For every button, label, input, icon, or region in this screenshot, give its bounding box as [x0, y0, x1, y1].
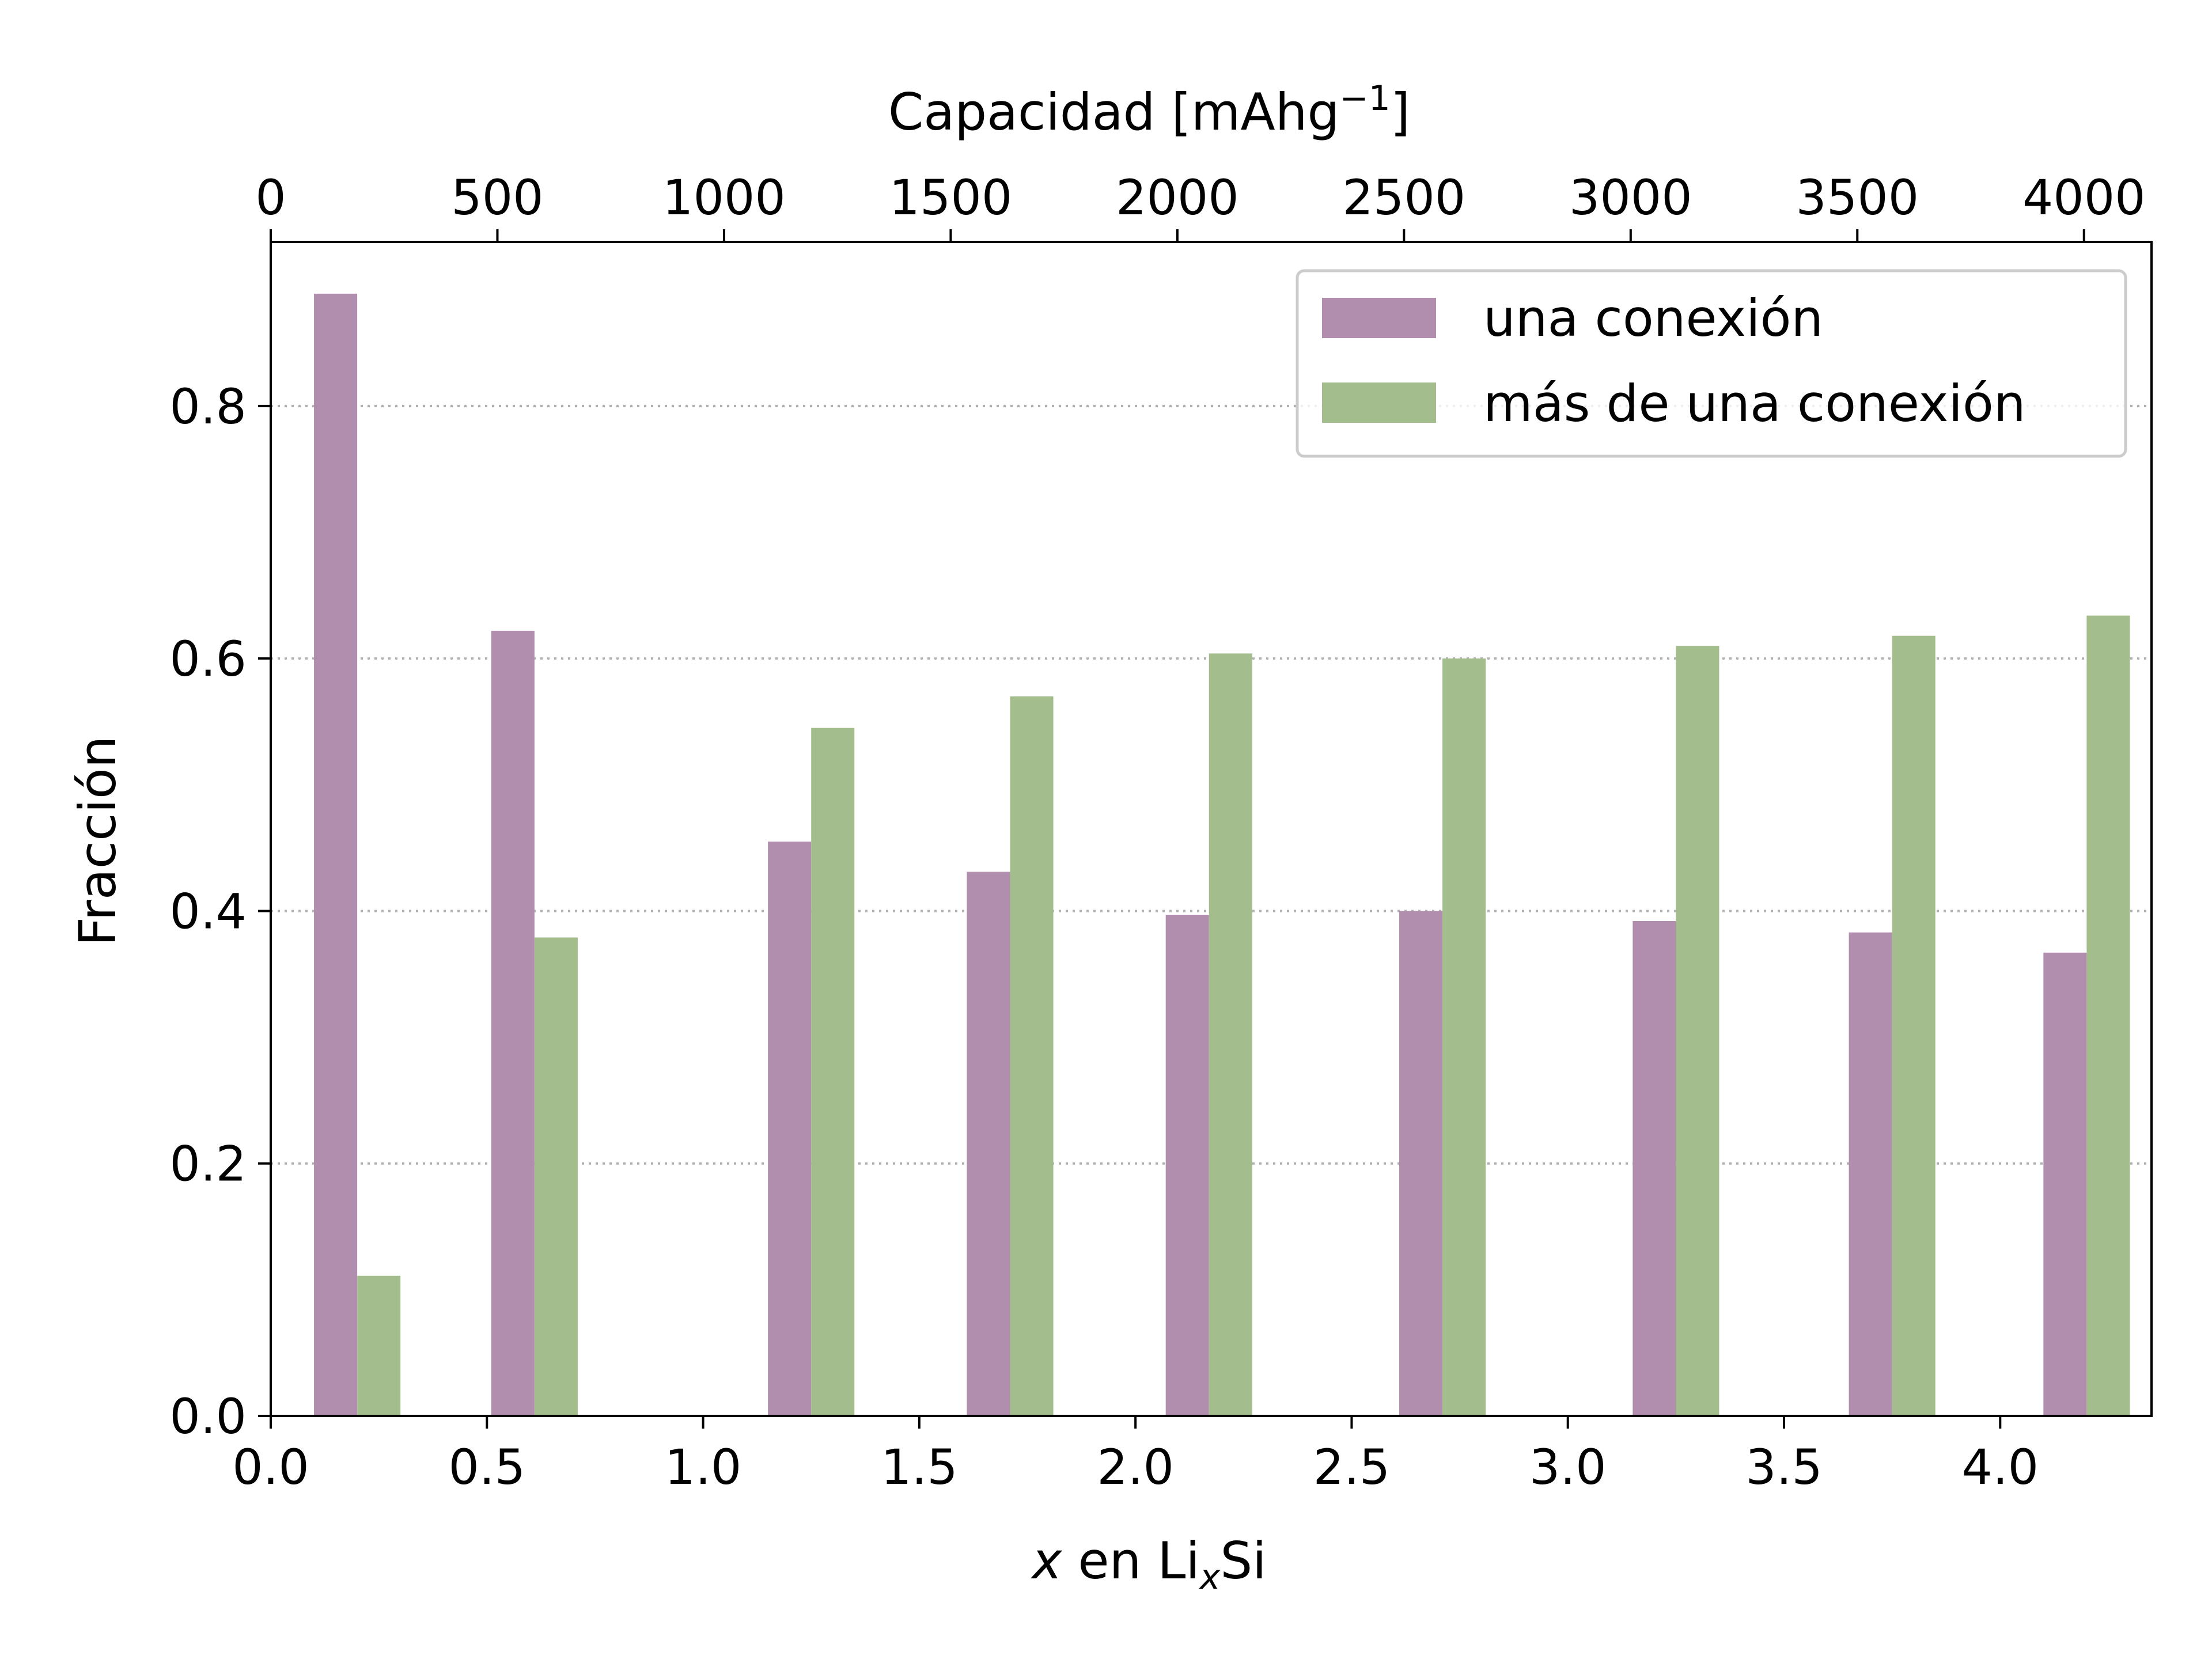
y-axis: 0.0 0.2 0.4 0.6 0.8	[169, 378, 271, 1445]
bar-una-conexion	[314, 293, 358, 1416]
legend-box	[1296, 269, 2127, 458]
x-tick-label: 3.0	[1529, 1439, 1607, 1495]
plot-frame	[270, 241, 2153, 1417]
top-x-tick-label: 3000	[1569, 169, 1692, 226]
legend: una conexión más de una conexión	[1296, 269, 2127, 458]
bar-una-conexion	[2043, 952, 2087, 1416]
bars	[314, 293, 2130, 1416]
top-x-tick-label: 2000	[1116, 169, 1239, 226]
top-x-axis-label-sup: −1	[1339, 78, 1390, 119]
y-tick-label: 0.8	[169, 378, 247, 435]
bar-mas-de-una-conexion	[534, 937, 578, 1416]
legend-label-mas-de-una-conexion: más de una conexión	[1483, 374, 2026, 433]
bar-mas-de-una-conexion	[1892, 635, 1936, 1416]
y-tick-label: 0.2	[169, 1136, 247, 1192]
x-axis-label-var: x	[1030, 1531, 1062, 1590]
bar-una-conexion	[768, 841, 812, 1416]
top-x-axis-label: Capacidad [mAhg−1]	[888, 78, 1410, 142]
legend-label-una-conexion: una conexión	[1483, 289, 1823, 348]
x-tick-label: 2.0	[1097, 1439, 1174, 1495]
bar-mas-de-una-conexion	[1209, 653, 1252, 1416]
x-tick-label: 0.0	[232, 1439, 309, 1495]
bar-una-conexion	[967, 872, 1010, 1416]
bar-una-conexion	[491, 630, 535, 1416]
x-tick-label: 2.5	[1313, 1439, 1391, 1495]
bar-mas-de-una-conexion	[1010, 696, 1054, 1416]
bar-mas-de-una-conexion	[1442, 658, 1486, 1416]
y-tick-label: 0.0	[169, 1388, 247, 1445]
bar-mas-de-una-conexion	[357, 1275, 401, 1416]
x-tick-label: 1.5	[881, 1439, 958, 1495]
legend-swatch-una-conexion	[1322, 298, 1436, 338]
top-x-tick-label: 0	[255, 169, 286, 226]
top-x-tick-label: 1500	[889, 169, 1013, 226]
x-axis-label-sub: x	[1199, 1557, 1221, 1597]
x-tick-label: 3.5	[1745, 1439, 1823, 1495]
bar-mas-de-una-conexion	[811, 728, 855, 1416]
x-tick-label: 4.0	[1962, 1439, 2039, 1495]
bar-una-conexion	[1849, 932, 1892, 1416]
y-tick-label: 0.6	[169, 631, 247, 687]
bar-mas-de-una-conexion	[1676, 646, 1719, 1416]
top-x-tick-label: 1000	[662, 169, 786, 226]
bar-mas-de-una-conexion	[2086, 615, 2130, 1416]
bar-una-conexion	[1165, 915, 1209, 1416]
x-tick-label: 1.0	[665, 1439, 742, 1495]
top-x-tick-label: 500	[451, 169, 543, 226]
bar-una-conexion	[1399, 911, 1443, 1416]
legend-swatch-mas-de-una-conexion	[1322, 382, 1436, 423]
top-x-tick-label: 2500	[1342, 169, 1465, 226]
top-x-axis: 0 500 1000 1500 2000 2500 3000 3500 4000	[255, 169, 2146, 242]
top-x-tick-label: 3500	[1796, 169, 1919, 226]
top-x-tick-label: 4000	[2022, 169, 2146, 226]
x-axis-label-mid: en Li	[1062, 1531, 1199, 1590]
x-tick-label: 0.5	[448, 1439, 525, 1495]
x-axis-label-end: Si	[1220, 1531, 1266, 1590]
x-axis: 0.0 0.5 1.0 1.5 2.0 2.5 3.0 3.5 4.0	[232, 1416, 2039, 1495]
top-x-axis-label-end: ]	[1391, 82, 1410, 142]
x-axis-label: x en LixSi	[1030, 1531, 1266, 1597]
y-axis-label: Fracción	[68, 736, 127, 946]
bar-una-conexion	[1633, 921, 1676, 1416]
y-tick-label: 0.4	[169, 883, 247, 940]
top-x-axis-label-base: Capacidad [mAhg	[888, 82, 1340, 142]
